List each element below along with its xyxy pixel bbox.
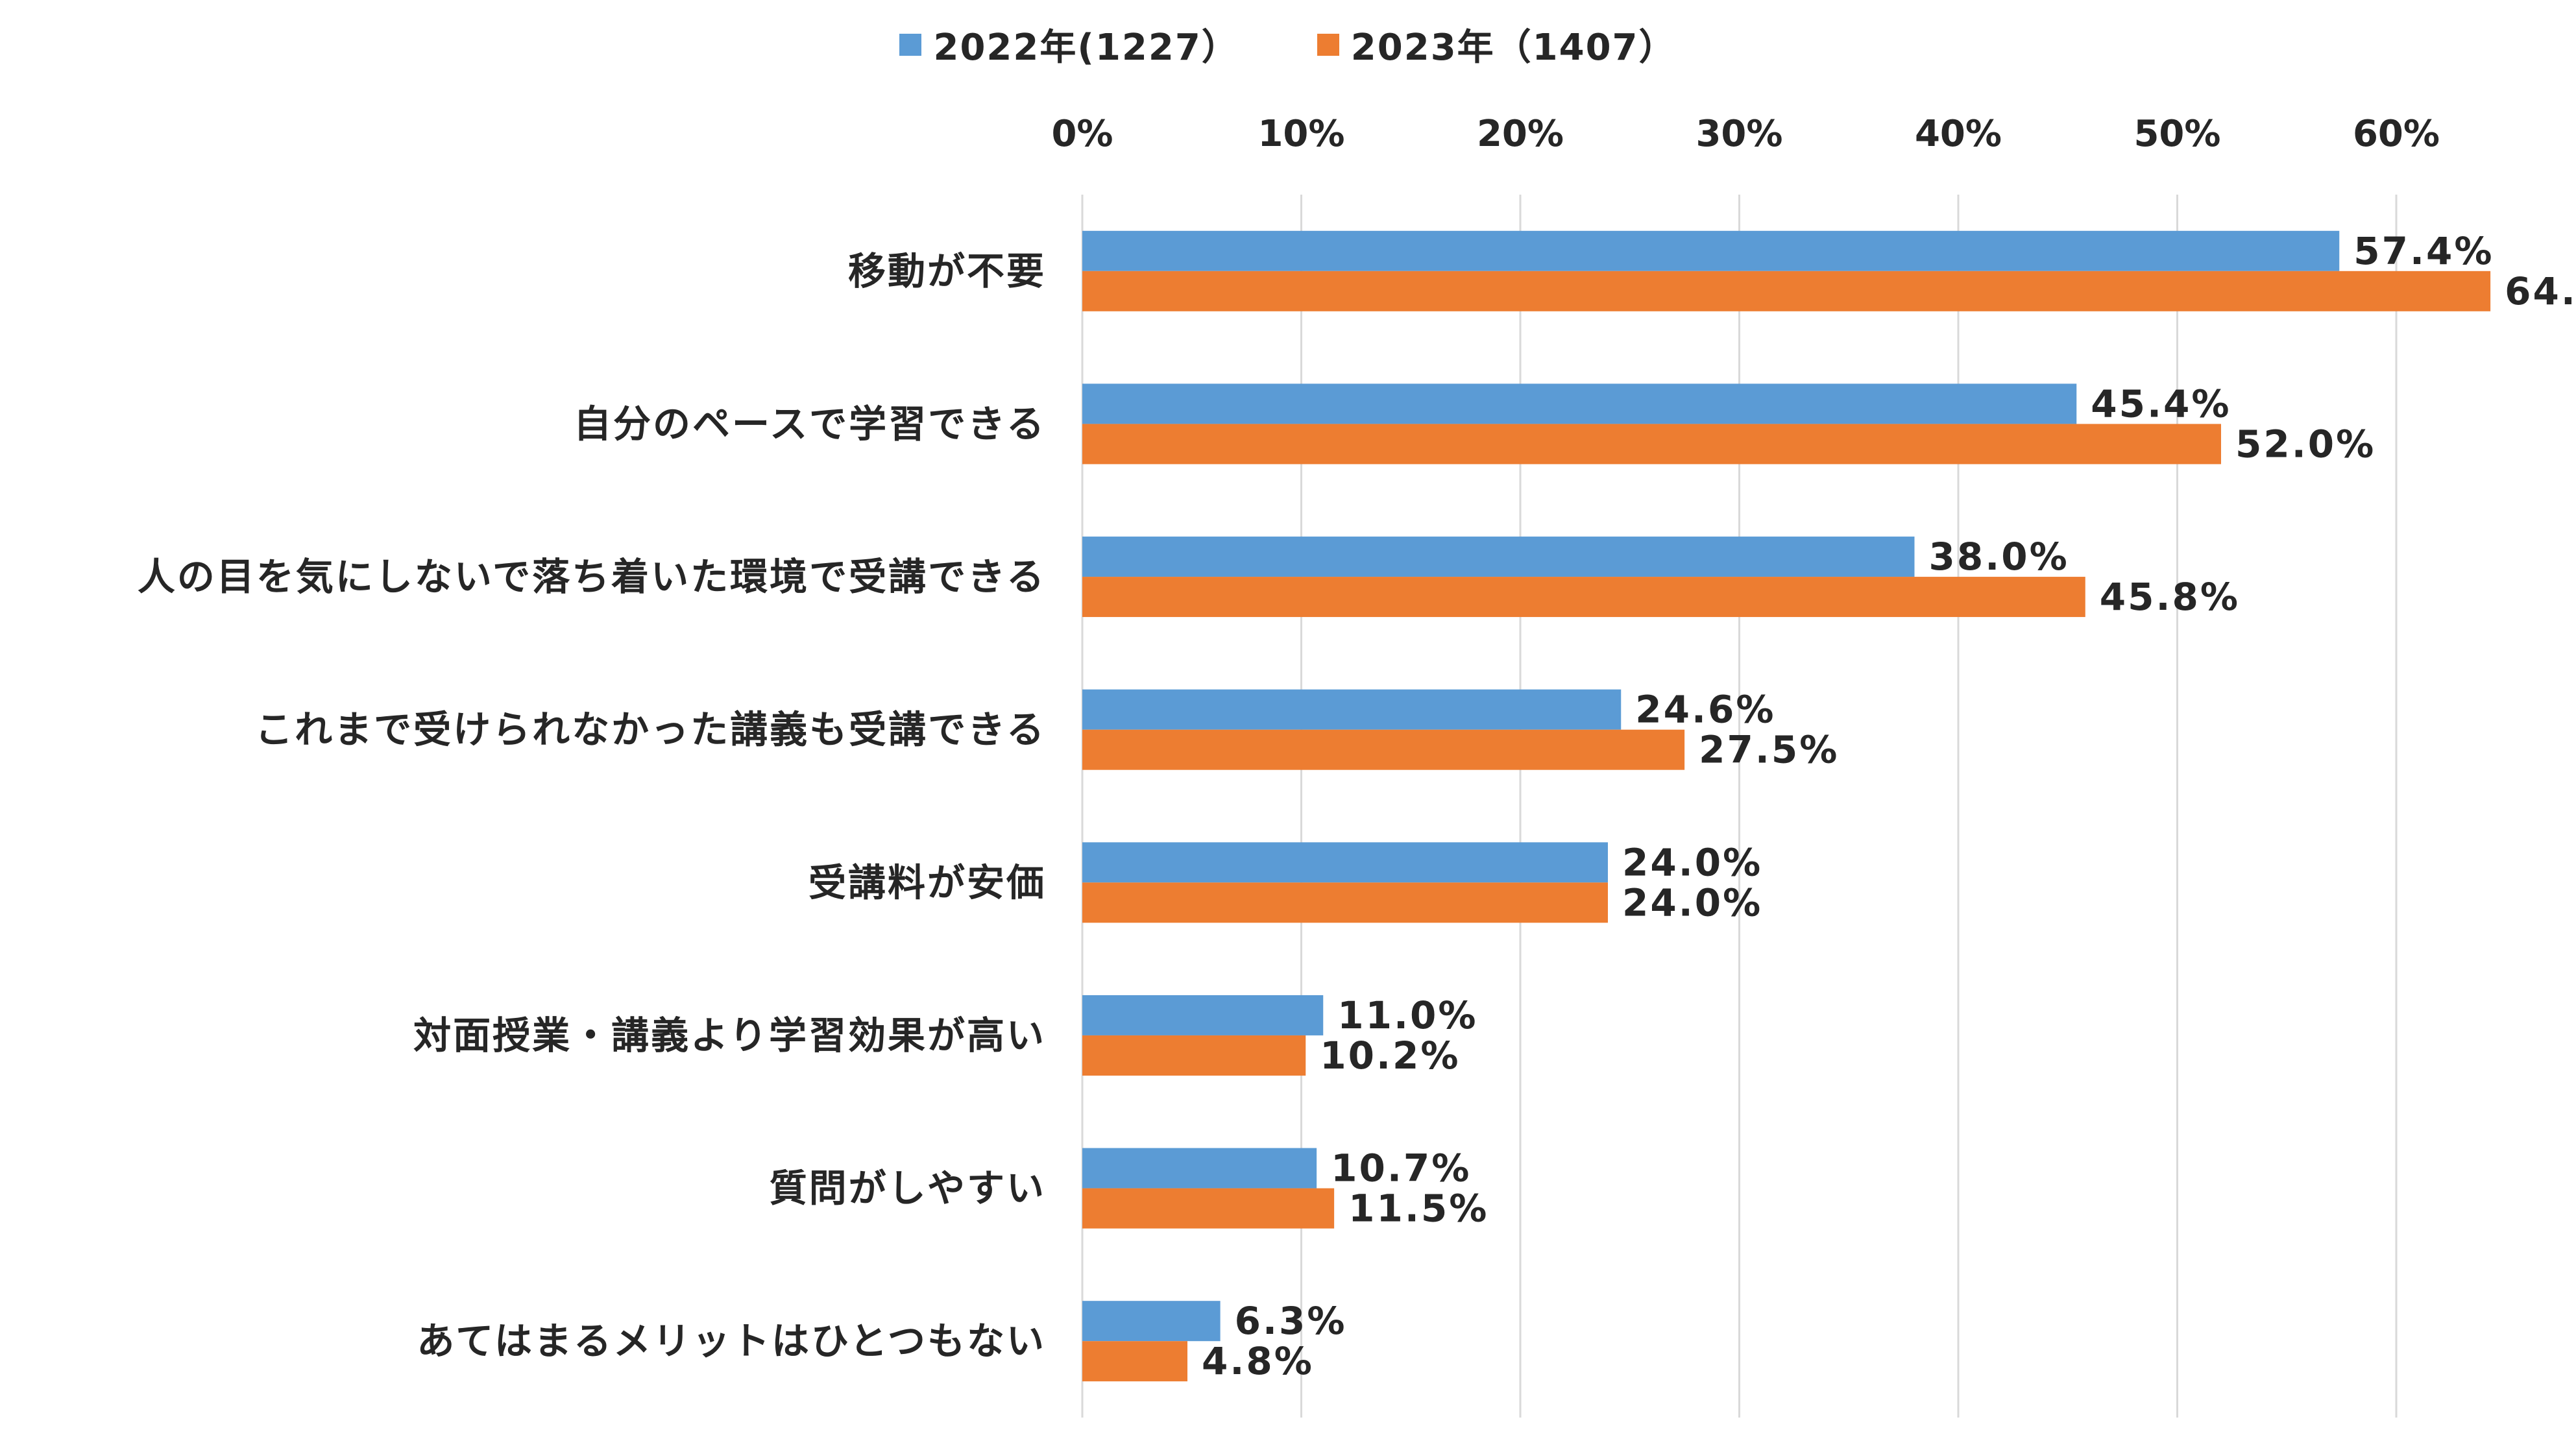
x-tick-label-0: 0%: [1051, 113, 1113, 155]
bar-2023: [1082, 271, 2491, 311]
category-labels: 移動が不要自分のペースで学習できる人の目を気にしないで落ち着いた環境で受講できる…: [138, 249, 1046, 1363]
gridlines: [1081, 195, 2398, 1418]
data-label: 52.0%: [2235, 422, 2376, 466]
category-label: これまで受けられなかった講義も受講できる: [255, 708, 1046, 752]
data-label: 10.7%: [1331, 1146, 1471, 1190]
category-label: あてはまるメリットはひとつもない: [417, 1319, 1046, 1363]
data-label: 45.4%: [2091, 381, 2231, 426]
bar-2023: [1082, 1188, 1335, 1229]
category-label: 受講料が安価: [808, 860, 1046, 904]
bar-2022: [1082, 230, 2340, 271]
category-label: 質問がしやすい: [770, 1166, 1046, 1211]
data-label: 24.0%: [1622, 880, 1762, 924]
x-tick-label-20: 20%: [1477, 113, 1564, 155]
data-label: 45.8%: [2100, 575, 2240, 619]
bar-2022: [1082, 1301, 1221, 1342]
bar-2023: [1082, 729, 1685, 770]
data-label: 11.5%: [1348, 1187, 1488, 1231]
data-label: 27.5%: [1699, 728, 1839, 772]
category-label: 自分のペースで学習できる: [574, 402, 1046, 446]
x-tick-label-10: 10%: [1258, 113, 1344, 155]
bar-2023: [1082, 882, 1608, 923]
data-label: 4.8%: [1202, 1339, 1314, 1383]
bar-2022: [1082, 689, 1622, 730]
data-label: 24.0%: [1622, 840, 1762, 884]
bar-2022: [1082, 383, 2077, 424]
category-label: 人の目を気にしないで落ち着いた環境で受講できる: [138, 555, 1046, 599]
category-label: 移動が不要: [848, 249, 1046, 293]
legend-label-2022: 2022年(1227）: [933, 27, 1239, 69]
bar-2023: [1082, 577, 2085, 618]
chart-legend: 2022年(1227） 2023年（1407）: [0, 18, 2576, 71]
x-tick-label-40: 40%: [1915, 113, 2002, 155]
x-tick-label-30: 30%: [1695, 113, 1782, 155]
legend-swatch-2022: [899, 33, 922, 56]
data-label: 38.0%: [1929, 535, 2069, 579]
bars: [1082, 230, 2491, 1382]
legend-label-2023: 2023年（1407）: [1350, 27, 1677, 69]
data-label: 6.3%: [1235, 1299, 1347, 1343]
data-label: 57.4%: [2353, 229, 2494, 273]
data-label: 10.2%: [1320, 1033, 1460, 1078]
bar-2022: [1082, 842, 1608, 883]
bar-2022: [1082, 537, 1915, 577]
data-label: 64.3%: [2505, 269, 2576, 313]
data-labels: 57.4%64.3% 45.4%52.0% 38.0% 45.8% 24.6%27.5%…: [1202, 229, 2576, 1383]
category-label: 対面授業・講義より学習効果が高い: [413, 1013, 1046, 1057]
x-tick-label-60: 60%: [2353, 113, 2440, 155]
legend-item-2023: 2023年（1407）: [1317, 18, 1677, 71]
x-tick-label-50: 50%: [2133, 113, 2220, 155]
bar-2023: [1082, 1035, 1306, 1076]
bar-2022: [1082, 995, 1324, 1035]
bar-2022: [1082, 1148, 1317, 1189]
bar-2023: [1082, 424, 2221, 465]
bar-2023: [1082, 1341, 1187, 1382]
data-label: 24.6%: [1635, 688, 1775, 732]
legend-swatch-2023: [1317, 33, 1339, 56]
x-axis-ticks: 0% 10% 20% 30% 40% 50% 60%: [1051, 113, 2440, 155]
data-label: 11.0%: [1337, 993, 1477, 1037]
legend-item-2022: 2022年(1227）: [899, 18, 1239, 71]
